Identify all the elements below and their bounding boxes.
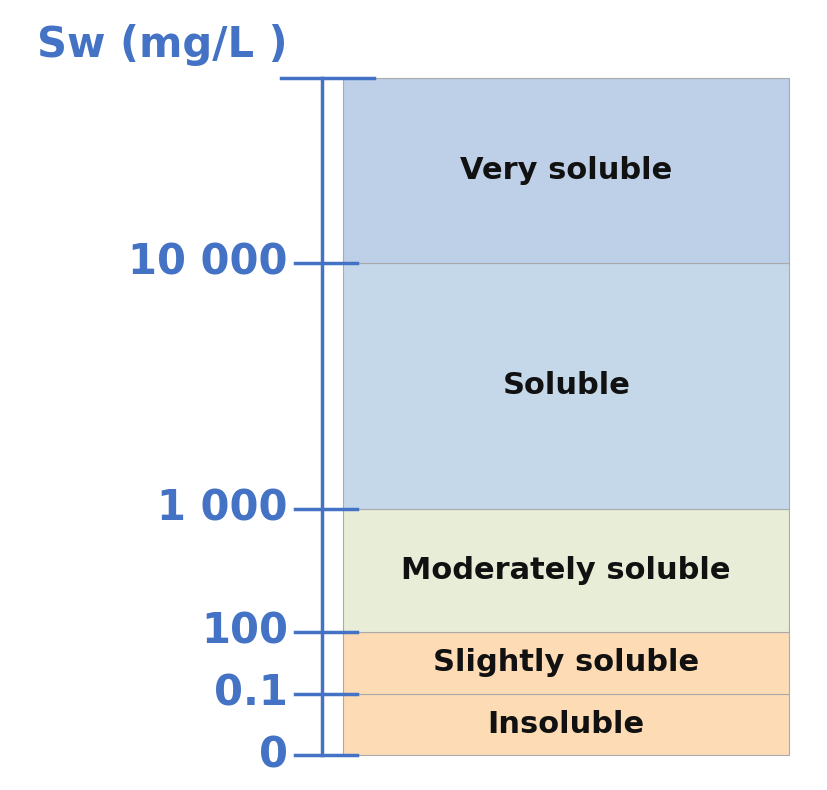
Text: Soluble: Soluble — [502, 371, 629, 401]
Bar — [342, 509, 788, 632]
Text: 0.1: 0.1 — [214, 672, 288, 714]
Text: Very soluble: Very soluble — [460, 156, 672, 185]
Text: Insoluble: Insoluble — [487, 709, 644, 739]
Text: 1 000: 1 000 — [157, 488, 288, 530]
Bar — [342, 694, 788, 755]
Text: 0: 0 — [259, 734, 288, 776]
Text: Moderately soluble: Moderately soluble — [401, 556, 730, 585]
Bar — [342, 78, 788, 262]
Text: Slightly soluble: Slightly soluble — [433, 649, 699, 677]
Bar — [342, 632, 788, 694]
Bar — [342, 262, 788, 509]
Text: 10 000: 10 000 — [128, 242, 288, 284]
Text: 100: 100 — [201, 611, 288, 653]
Text: Sw (mg/L ): Sw (mg/L ) — [37, 24, 288, 66]
